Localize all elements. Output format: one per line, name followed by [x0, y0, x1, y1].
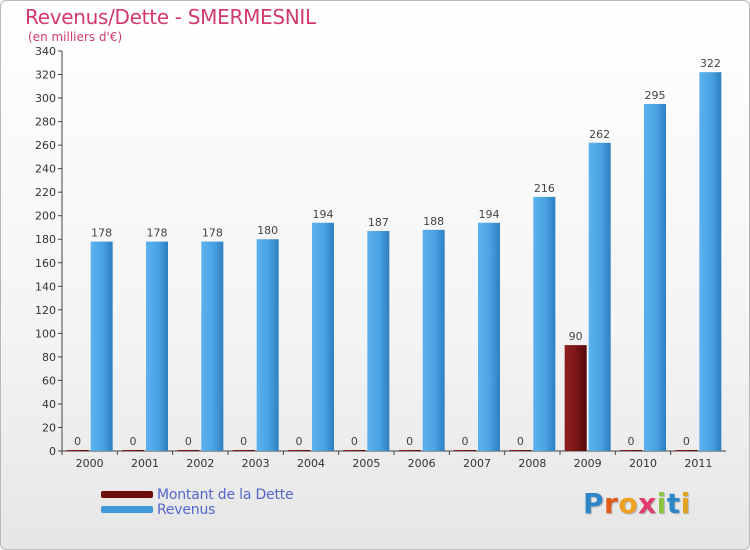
- data-label-dette: 90: [569, 330, 583, 343]
- data-label-revenus: 262: [589, 128, 610, 141]
- y-tick-label: 180: [35, 233, 56, 246]
- logo-letter: i: [656, 487, 667, 520]
- data-label-revenus: 178: [147, 227, 168, 240]
- bar-revenus: [90, 241, 113, 451]
- legend-swatch-dette: [101, 491, 153, 498]
- legend-item-dette: Montant de la Dette: [101, 486, 294, 503]
- bar-dette: [564, 345, 587, 451]
- y-tick-label: 140: [35, 280, 56, 293]
- data-label-revenus: 295: [645, 89, 666, 102]
- chart-subtitle: (en milliers d'€): [28, 30, 123, 44]
- bar-dette: [232, 450, 255, 451]
- x-tick-label: 2009: [574, 457, 602, 470]
- bar-revenus: [644, 103, 666, 452]
- bar-dette: [343, 450, 366, 451]
- data-label-dette: 0: [240, 435, 247, 448]
- x-tick-label: 2008: [518, 457, 546, 470]
- bar-revenus: [422, 229, 445, 451]
- x-tick-label: 2001: [131, 457, 159, 470]
- data-label-revenus: 178: [91, 227, 112, 240]
- bar-revenus: [312, 222, 334, 451]
- bar-dette: [122, 450, 144, 451]
- bar-dette: [398, 450, 421, 451]
- legend-label-revenus: Revenus: [157, 501, 216, 518]
- data-label-dette: 0: [130, 435, 137, 448]
- bar-dette: [288, 450, 310, 451]
- y-tick-label: 280: [35, 116, 56, 129]
- logo-letter: x: [638, 487, 657, 520]
- data-label-revenus: 178: [202, 227, 223, 240]
- legend: Montant de la Dette Revenus: [101, 486, 294, 518]
- bar-dette: [509, 450, 532, 451]
- bar-revenus: [533, 196, 556, 451]
- x-tick-label: 2004: [297, 457, 325, 470]
- legend-item-revenus: Revenus: [101, 501, 293, 518]
- x-tick-label: 2007: [463, 457, 491, 470]
- data-label-revenus: 180: [257, 224, 278, 237]
- y-tick-label: 40: [42, 398, 56, 411]
- chart-title: Revenus/Dette - SMERMESNIL: [25, 5, 316, 29]
- x-tick-label: 2002: [186, 457, 214, 470]
- x-tick-label: 2011: [684, 457, 712, 470]
- data-label-revenus: 194: [479, 208, 500, 221]
- logo-letter: r: [604, 487, 619, 520]
- y-tick-label: 0: [49, 445, 56, 458]
- bar-revenus: [478, 222, 500, 451]
- legend-label-dette: Montant de la Dette: [157, 486, 294, 503]
- y-tick-label: 100: [35, 327, 56, 340]
- bar-revenus: [699, 72, 722, 452]
- bar-revenus: [588, 142, 611, 451]
- data-label-dette: 0: [296, 435, 303, 448]
- bar-dette: [675, 450, 698, 451]
- data-label-dette: 0: [517, 435, 524, 448]
- logo-letter: i: [680, 487, 691, 520]
- bar-dette: [620, 450, 642, 451]
- bar-dette: [177, 450, 200, 451]
- data-label-revenus: 194: [313, 208, 334, 221]
- y-tick-label: 200: [35, 210, 56, 223]
- bar-revenus: [367, 231, 390, 451]
- y-tick-label: 60: [42, 374, 56, 387]
- logo-letter: P: [583, 487, 605, 520]
- data-label-revenus: 216: [534, 182, 555, 195]
- logo-letter: o: [618, 487, 639, 520]
- x-tick-label: 2003: [242, 457, 270, 470]
- data-label-dette: 0: [628, 435, 635, 448]
- y-tick-label: 240: [35, 163, 56, 176]
- y-tick-label: 160: [35, 257, 56, 270]
- data-label-dette: 0: [185, 435, 192, 448]
- data-label-revenus: 322: [700, 57, 721, 70]
- x-tick-label: 2010: [629, 457, 657, 470]
- bar-revenus: [146, 241, 168, 451]
- data-label-dette: 0: [406, 435, 413, 448]
- data-label-dette: 0: [462, 435, 469, 448]
- y-tick-label: 80: [42, 351, 56, 364]
- y-tick-label: 340: [35, 45, 56, 58]
- data-label-dette: 0: [351, 435, 358, 448]
- bar-dette: [454, 450, 476, 451]
- y-tick-label: 20: [42, 421, 56, 434]
- data-label-revenus: 187: [368, 216, 389, 229]
- bar-dette: [66, 450, 89, 451]
- data-label-revenus: 188: [423, 215, 444, 228]
- bar-revenus: [256, 239, 279, 451]
- x-tick-label: 2000: [76, 457, 104, 470]
- legend-swatch-revenus: [101, 506, 153, 513]
- data-label-dette: 0: [683, 435, 690, 448]
- x-tick-label: 2006: [408, 457, 436, 470]
- logo-letter: t: [666, 487, 681, 520]
- bar-revenus: [201, 241, 224, 451]
- y-tick-label: 300: [35, 92, 56, 105]
- data-label-dette: 0: [74, 435, 81, 448]
- y-tick-label: 220: [35, 186, 56, 199]
- y-tick-label: 320: [35, 69, 56, 82]
- y-tick-label: 260: [35, 139, 56, 152]
- x-tick-label: 2005: [352, 457, 380, 470]
- y-tick-label: 120: [35, 304, 56, 317]
